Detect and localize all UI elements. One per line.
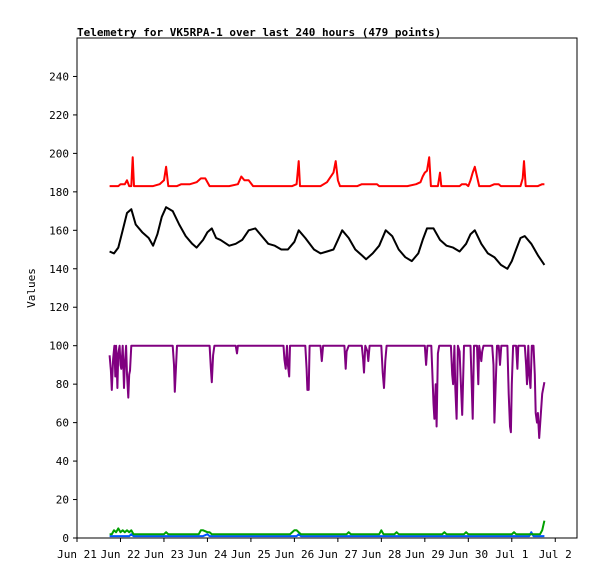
x-tick-label: Jun 23 — [144, 548, 184, 561]
y-tick-label: 40 — [56, 455, 69, 468]
y-tick-label: 20 — [56, 494, 69, 507]
x-tick-label: Jun 29 — [405, 548, 445, 561]
y-tick-label: 160 — [49, 224, 69, 237]
plot-area-frame — [76, 37, 578, 539]
y-tick-label: 140 — [49, 263, 69, 276]
y-tick-label: 80 — [56, 378, 69, 391]
x-tick-label: Jun 26 — [275, 548, 315, 561]
series-line-1 — [109, 156, 545, 188]
x-tick-label: Jun 30 — [448, 548, 488, 561]
y-tick-label: 60 — [56, 417, 69, 430]
chart-title: Telemetry for VK5RPA-1 over last 240 hou… — [77, 26, 441, 39]
y-tick-label: 0 — [62, 532, 69, 545]
series-line-2 — [109, 206, 546, 270]
x-tick-label: Jun 22 — [101, 548, 141, 561]
y-tick-label: 220 — [49, 109, 69, 122]
x-tick-label: Jul 1 — [495, 548, 528, 561]
series-layer — [108, 156, 546, 538]
y-axis-label: Values — [25, 268, 38, 308]
y-tick-label: 240 — [49, 70, 69, 83]
x-tick-label: Jun 27 — [318, 548, 358, 561]
x-axis: Jun 21 Jun 22 Jun 23 Jun 24 Jun 25 Jun 26 Jun … — [57, 538, 572, 561]
y-tick-label: 180 — [49, 186, 69, 199]
y-tick-label: 120 — [49, 301, 69, 314]
x-tick-label: Jun 25 — [231, 548, 271, 561]
x-tick-label: Jul 2 — [539, 548, 572, 561]
series-line-3 — [108, 344, 546, 439]
y-tick-label: 100 — [49, 340, 69, 353]
x-tick-label: Jun 28 — [361, 548, 401, 561]
y-axis: 0 20 40 60 80 100 120 140 160 180 200 220 240 — [49, 70, 77, 545]
x-tick-label: Jun 24 — [188, 548, 228, 561]
x-tick-label: Jun 21 — [57, 548, 97, 561]
y-tick-label: 200 — [49, 147, 69, 160]
series-line-5 — [109, 520, 546, 536]
